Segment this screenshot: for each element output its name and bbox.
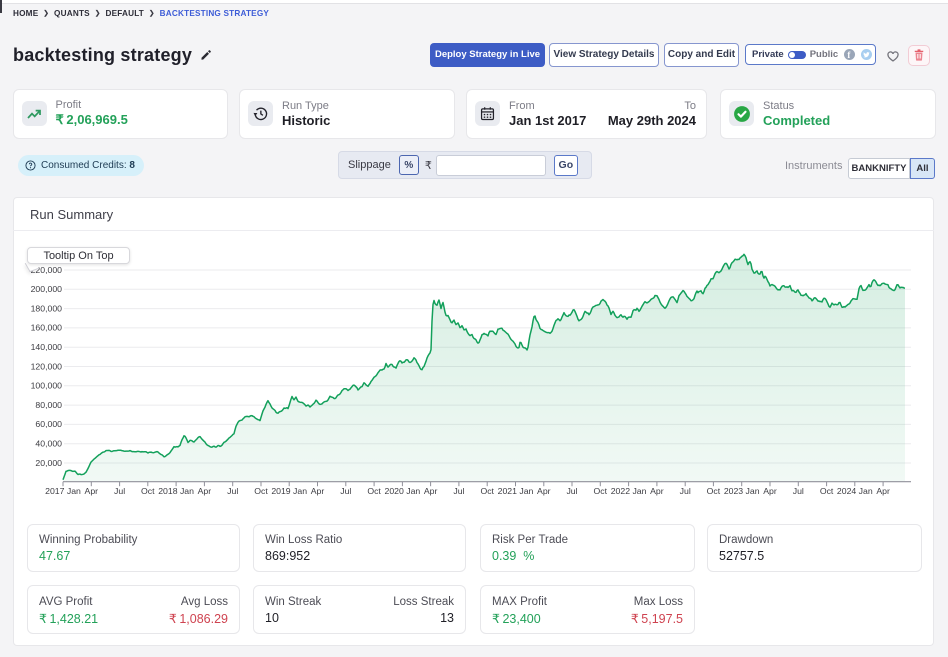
svg-text:2017 Jan: 2017 Jan: [45, 486, 81, 496]
svg-text:2023 Jan: 2023 Jan: [724, 486, 760, 496]
svg-text:20,000: 20,000: [35, 458, 62, 468]
svg-text:Jul: Jul: [793, 486, 804, 496]
svg-text:Oct: Oct: [141, 486, 155, 496]
svg-text:Jul: Jul: [680, 486, 691, 496]
svg-text:Oct: Oct: [254, 486, 268, 496]
svg-text:Jul: Jul: [114, 486, 125, 496]
svg-text:Apr: Apr: [537, 486, 551, 496]
svg-text:80,000: 80,000: [35, 400, 62, 410]
svg-text:2022 Jan: 2022 Jan: [611, 486, 647, 496]
svg-text:220,000: 220,000: [31, 265, 63, 275]
svg-text:180,000: 180,000: [31, 303, 63, 313]
svg-text:40,000: 40,000: [35, 439, 62, 449]
svg-text:Apr: Apr: [650, 486, 664, 496]
svg-text:2018 Jan: 2018 Jan: [158, 486, 194, 496]
svg-text:2019 Jan: 2019 Jan: [271, 486, 307, 496]
svg-text:Apr: Apr: [763, 486, 777, 496]
svg-text:2024 Jan: 2024 Jan: [837, 486, 873, 496]
svg-text:Oct: Oct: [820, 486, 834, 496]
svg-text:Jul: Jul: [227, 486, 238, 496]
svg-text:Oct: Oct: [594, 486, 608, 496]
svg-text:Oct: Oct: [480, 486, 494, 496]
svg-text:200,000: 200,000: [31, 284, 63, 294]
svg-text:Apr: Apr: [424, 486, 438, 496]
svg-text:Jul: Jul: [340, 486, 351, 496]
svg-text:2020 Jan: 2020 Jan: [385, 486, 421, 496]
svg-text:Jul: Jul: [453, 486, 464, 496]
svg-text:2021 Jan: 2021 Jan: [498, 486, 534, 496]
svg-text:Jul: Jul: [566, 486, 577, 496]
svg-text:Apr: Apr: [311, 486, 325, 496]
svg-text:100,000: 100,000: [31, 381, 63, 391]
svg-text:160,000: 160,000: [31, 323, 63, 333]
svg-text:60,000: 60,000: [35, 419, 62, 429]
svg-text:Apr: Apr: [876, 486, 890, 496]
svg-text:Apr: Apr: [85, 486, 99, 496]
svg-text:140,000: 140,000: [31, 342, 63, 352]
svg-text:Apr: Apr: [198, 486, 212, 496]
svg-text:120,000: 120,000: [31, 361, 63, 371]
svg-text:Oct: Oct: [367, 486, 381, 496]
svg-text:Oct: Oct: [707, 486, 721, 496]
